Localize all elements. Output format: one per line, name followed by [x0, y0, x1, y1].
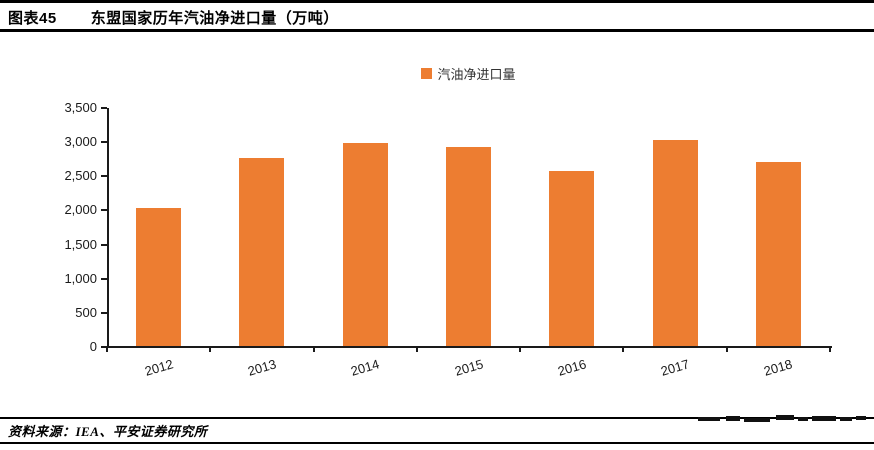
watermark-glyph-fragment — [776, 415, 794, 420]
y-tick-label: 3,500 — [64, 100, 97, 115]
source-credit-text: 资料来源：IEA、平安证券研究所 — [8, 424, 208, 439]
x-tick-label: 2015 — [453, 356, 485, 379]
y-axis-tick — [101, 312, 107, 314]
y-tick-label: 2,500 — [64, 168, 97, 183]
y-axis-tick — [101, 209, 107, 211]
x-tick-label: 2016 — [556, 356, 588, 379]
y-tick-label: 1,500 — [64, 237, 97, 252]
y-tick-label: 500 — [75, 305, 97, 320]
bar-2018 — [756, 162, 801, 346]
footer-top-rule — [0, 417, 874, 419]
watermark-artifact — [698, 415, 868, 425]
watermark-glyph-fragment — [856, 416, 866, 420]
y-axis-tick — [101, 278, 107, 280]
y-axis-tick — [101, 244, 107, 246]
x-axis-tick — [519, 347, 521, 352]
bar-2012 — [136, 208, 181, 346]
legend-swatch-icon — [421, 67, 433, 79]
y-axis-tick — [101, 346, 107, 348]
y-tick-label: 2,000 — [64, 202, 97, 217]
y-axis-tick — [101, 175, 107, 177]
watermark-glyph-fragment — [840, 417, 852, 421]
y-axis-tick — [101, 107, 107, 109]
x-axis-tick — [726, 347, 728, 352]
watermark-glyph-fragment — [798, 417, 808, 421]
x-tick-label: 2013 — [246, 356, 278, 379]
x-tick-label: 2017 — [659, 356, 691, 379]
x-axis-tick — [209, 347, 211, 352]
bar-2015 — [446, 147, 491, 346]
bar-chart-plot-area: 3,500 3,000 2,500 2,000 1,500 1,000 500 0 2012 20… — [64, 100, 832, 379]
figure-number-label: 图表45 — [8, 10, 57, 27]
footer-bottom-rule — [0, 442, 874, 444]
top-border-rule — [0, 0, 874, 3]
y-tick-label: 3,000 — [64, 134, 97, 149]
x-tick-label: 2018 — [762, 356, 794, 379]
x-axis-tick — [829, 347, 831, 352]
x-axis-tick — [416, 347, 418, 352]
x-axis-tick — [313, 347, 315, 352]
y-tick-label: 1,000 — [64, 271, 97, 286]
y-tick-label: 0 — [89, 339, 97, 354]
chart-legend: 汽油净进口量 — [107, 64, 830, 82]
x-axis-tick — [622, 347, 624, 352]
bar-2016 — [549, 171, 594, 346]
x-tick-label: 2012 — [143, 356, 175, 379]
bar-2014 — [343, 143, 388, 346]
watermark-glyph-fragment — [744, 418, 770, 422]
figure-title: 东盟国家历年汽油净进口量（万吨） — [90, 10, 339, 27]
y-axis-line — [107, 108, 109, 348]
x-axis-tick — [106, 347, 108, 352]
bar-2017 — [653, 140, 698, 346]
x-axis-line — [106, 346, 832, 348]
bar-2013 — [239, 158, 284, 346]
y-axis-tick — [101, 141, 107, 143]
figure-header: 图表45 东盟国家历年汽油净进口量（万吨） — [8, 7, 339, 28]
title-underline-rule — [0, 29, 874, 32]
watermark-glyph-fragment — [812, 416, 836, 421]
legend-series-label: 汽油净进口量 — [437, 66, 516, 82]
watermark-glyph-fragment — [698, 417, 720, 421]
x-tick-label: 2014 — [349, 356, 381, 379]
watermark-glyph-fragment — [726, 416, 740, 421]
